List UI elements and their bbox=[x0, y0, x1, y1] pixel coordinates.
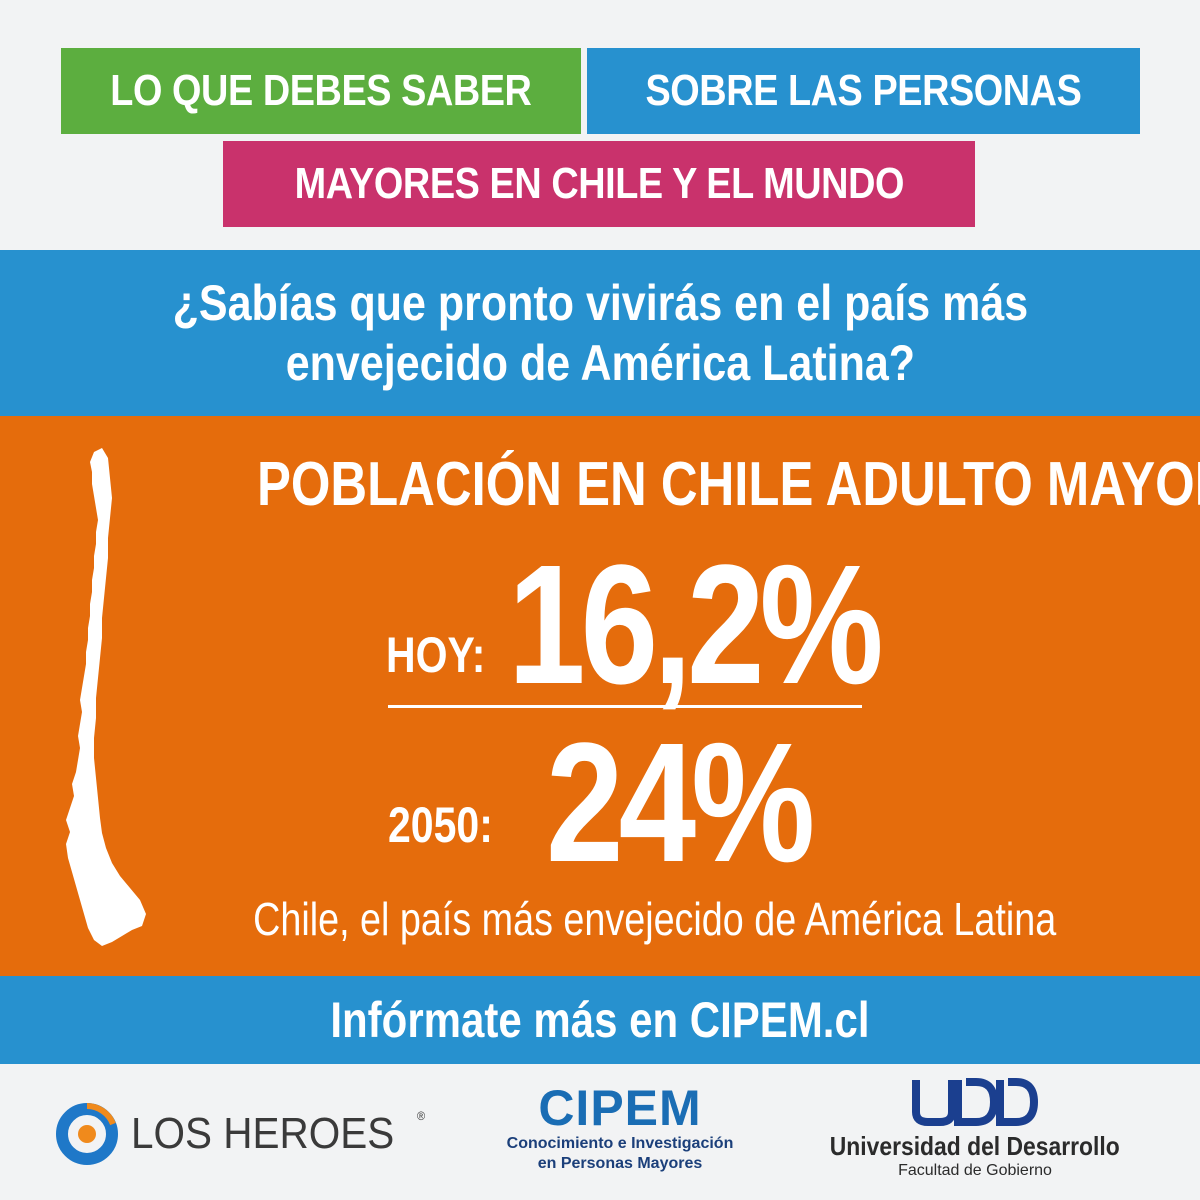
header-tag-text: LO QUE DEBES SABER bbox=[110, 66, 532, 115]
logos-footer: LOS HEROES ® CIPEM Conocimiento e Investi… bbox=[0, 1064, 1200, 1200]
registered-mark: ® bbox=[417, 1109, 426, 1123]
header-tag-green: LO QUE DEBES SABER bbox=[61, 48, 581, 134]
header-tag-text: MAYORES EN CHILE Y EL MUNDO bbox=[294, 159, 904, 208]
header-tag-magenta: MAYORES EN CHILE Y EL MUNDO bbox=[223, 141, 975, 227]
udd-name: Universidad del Desarrollo bbox=[830, 1131, 1120, 1161]
los-heroes-logo: LOS HEROES ® bbox=[55, 1094, 426, 1174]
footnote: Chile, el país más envejecido de América… bbox=[253, 893, 1057, 945]
cipem-tagline-2: en Personas Mayores bbox=[537, 1155, 703, 1172]
year-2050-value: 24% bbox=[546, 708, 815, 898]
cipem-logo: CIPEM Conocimiento e Investigación en Pe… bbox=[470, 1082, 770, 1174]
cta-band: Infórmate más en CIPEM.cl bbox=[0, 976, 1200, 1064]
today-label: HOY: bbox=[386, 627, 486, 683]
stats-panel bbox=[0, 416, 1200, 976]
los-heroes-logo-icon bbox=[56, 1103, 118, 1165]
udd-logo-icon bbox=[912, 1078, 1039, 1126]
question-line-1: ¿Sabías que pronto vivirás en el país má… bbox=[172, 275, 1028, 331]
divider-line bbox=[388, 705, 862, 708]
header-tag-text: SOBRE LAS PERSONAS bbox=[645, 66, 1082, 115]
header-tag-blue: SOBRE LAS PERSONAS bbox=[587, 48, 1140, 134]
question-band: ¿Sabías que pronto vivirás en el país má… bbox=[0, 250, 1200, 416]
los-heroes-name: LOS HEROES ® bbox=[131, 1109, 426, 1158]
question-line-2: envejecido de América Latina? bbox=[285, 335, 915, 391]
udd-faculty: Facultad de Gobierno bbox=[898, 1162, 1052, 1179]
chile-map-icon bbox=[66, 448, 146, 946]
cipem-tagline-1: Conocimiento e Investigación bbox=[506, 1135, 734, 1152]
today-value: 16,2% bbox=[508, 530, 884, 720]
udd-logo: Universidad del Desarrollo Facultad de G… bbox=[810, 1076, 1140, 1181]
cta-link[interactable]: Infórmate más en CIPEM.cl bbox=[330, 992, 870, 1048]
cipem-name: CIPEM bbox=[538, 1080, 702, 1136]
question-text: ¿Sabías que pronto vivirás en el país má… bbox=[172, 273, 1028, 393]
year-2050-label: 2050: bbox=[388, 797, 493, 853]
population-title: POBLACIÓN EN CHILE ADULTO MAYOR bbox=[256, 450, 1200, 519]
